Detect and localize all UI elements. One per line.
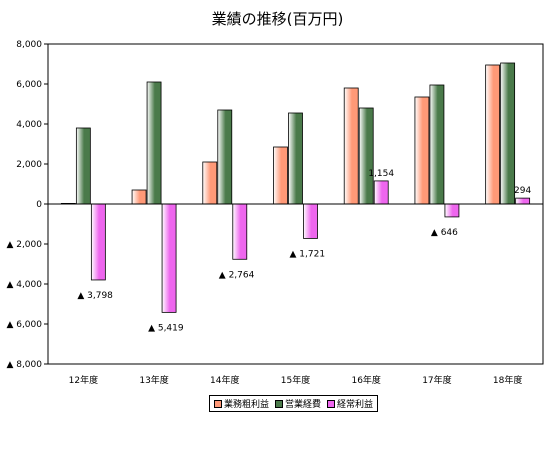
data-label: ▲ 2,764 xyxy=(219,270,255,280)
x-tick-label: 14年度 xyxy=(210,374,239,386)
bar-series-1 xyxy=(485,64,501,205)
bar-series-2 xyxy=(146,81,162,205)
bars xyxy=(60,62,531,313)
legend-item: 業務粗利益 xyxy=(214,397,269,410)
bar-series-3 xyxy=(515,197,531,205)
bar-series-3 xyxy=(161,203,177,313)
bar-series-3 xyxy=(444,203,460,218)
data-label: 1,154 xyxy=(368,169,394,179)
bar-series-1 xyxy=(343,87,359,205)
bar-series-1 xyxy=(202,161,218,205)
bar-series-2 xyxy=(500,62,516,205)
bar-series-1 xyxy=(273,146,288,205)
y-tick-label: 8,000 xyxy=(16,40,42,50)
bar-series-2 xyxy=(429,84,445,205)
legend-item: 経常利益 xyxy=(327,397,373,410)
data-label: ▲ 3,798 xyxy=(77,291,113,301)
legend-swatch xyxy=(275,399,284,408)
y-tick-label: ▲ 6,000 xyxy=(6,320,42,330)
y-tick-label: ▲ 2,000 xyxy=(6,240,42,250)
x-tick-label: 18年度 xyxy=(493,374,522,386)
y-tick-label: ▲ 8,000 xyxy=(6,360,42,370)
y-tick-label: 6,000 xyxy=(16,80,42,90)
legend: 業務粗利益 営業経費 経常利益 xyxy=(209,395,379,412)
bar-series-3 xyxy=(232,203,248,260)
data-label: ▲ 5,419 xyxy=(148,323,184,333)
data-labels: ▲ 3,798 ▲ 5,419 ▲ 2,764 ▲ 1,721 1,154 ▲ 646 29… xyxy=(77,169,531,333)
y-tick-label: 2,000 xyxy=(16,160,42,170)
legend-label: 業務粗利益 xyxy=(224,400,270,410)
bar-series-1 xyxy=(131,189,147,205)
x-tick-label: 17年度 xyxy=(422,374,451,386)
x-tick-label: 15年度 xyxy=(281,374,310,386)
bar-series-1 xyxy=(414,96,430,205)
y-tick-label: ▲ 4,000 xyxy=(6,280,42,290)
bar-series-3 xyxy=(90,203,106,281)
legend-swatch xyxy=(214,399,222,408)
x-axis: 12年度 13年度 14年度 15年度 16年度 17年度 18年度 xyxy=(69,374,523,386)
y-axis: 8,000 6,000 4,000 2,000 0 ▲ 2,000 ▲ 4,000 ▲ 6,0… xyxy=(6,40,48,370)
data-label: ▲ 646 xyxy=(431,228,458,238)
legend-label: 営業経費 xyxy=(285,400,322,410)
x-tick-label: 13年度 xyxy=(139,374,168,386)
legend-label: 経常利益 xyxy=(337,400,374,410)
data-label: 294 xyxy=(514,186,531,196)
bar-series-2 xyxy=(358,107,374,205)
legend-swatch xyxy=(327,399,336,408)
y-tick-label: 0 xyxy=(36,200,42,210)
x-tick-label: 16年度 xyxy=(351,374,380,386)
bar-series-2 xyxy=(75,127,91,205)
x-tick-label: 12年度 xyxy=(69,374,98,386)
bar-series-2 xyxy=(288,112,303,205)
bar-series-3 xyxy=(303,203,318,239)
y-tick-label: 4,000 xyxy=(16,120,42,130)
legend-item: 営業経費 xyxy=(275,397,321,410)
bar-series-2 xyxy=(217,109,233,205)
data-label: ▲ 1,721 xyxy=(290,249,326,259)
bar-series-3 xyxy=(373,180,389,205)
chart-title: 業績の推移(百万円) xyxy=(211,10,344,28)
